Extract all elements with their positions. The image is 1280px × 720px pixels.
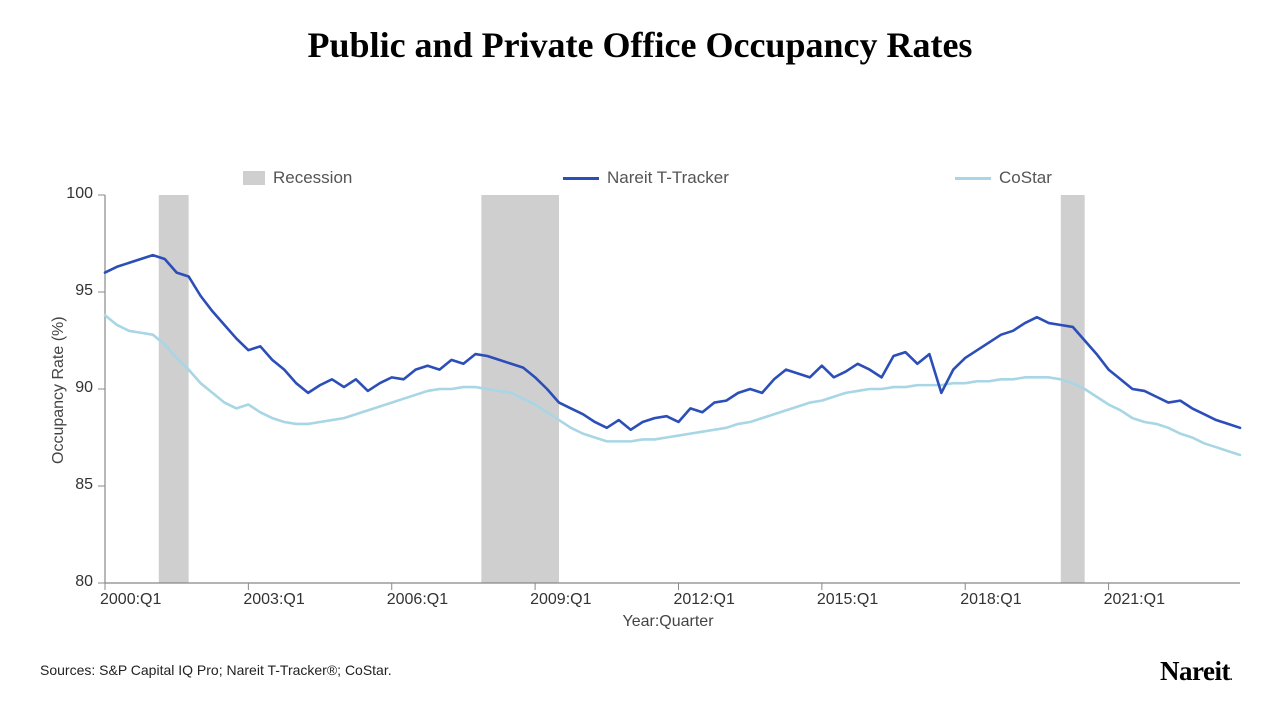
legend-item-nareit: Nareit T-Tracker [563,168,729,188]
legend-label: CoStar [999,168,1052,188]
source-text: Sources: S&P Capital IQ Pro; Nareit T-Tr… [40,662,392,678]
x-tick: 2018:Q1 [960,591,1021,609]
x-tick: 2012:Q1 [673,591,734,609]
x-tick: 2015:Q1 [817,591,878,609]
y-tick: 85 [75,476,93,494]
legend-item-recession: Recession [243,168,352,188]
y-tick: 95 [75,282,93,300]
x-axis-label: Year:Quarter [623,613,714,631]
x-tick: 2021:Q1 [1104,591,1165,609]
recession-band [159,195,189,583]
x-tick: 2003:Q1 [243,591,304,609]
logo-dot: . [1230,672,1232,683]
legend-swatch-box [243,171,265,185]
legend-label: Recession [273,168,352,188]
x-tick: 2009:Q1 [530,591,591,609]
logo-text: Nareit [1160,656,1230,686]
y-tick: 100 [66,185,93,203]
legend-swatch-line [563,177,599,180]
nareit-logo: Nareit. [1160,656,1232,687]
chart-plot [105,195,1240,583]
recession-band [1061,195,1085,583]
y-axis-label: Occupancy Rate (%) [50,316,68,464]
y-tick: 90 [75,379,93,397]
x-tick: 2000:Q1 [100,591,161,609]
legend-swatch-line [955,177,991,180]
legend-label: Nareit T-Tracker [607,168,729,188]
chart-title: Public and Private Office Occupancy Rate… [0,24,1280,66]
x-tick: 2006:Q1 [387,591,448,609]
y-tick: 80 [75,573,93,591]
legend-item-costar: CoStar [955,168,1052,188]
